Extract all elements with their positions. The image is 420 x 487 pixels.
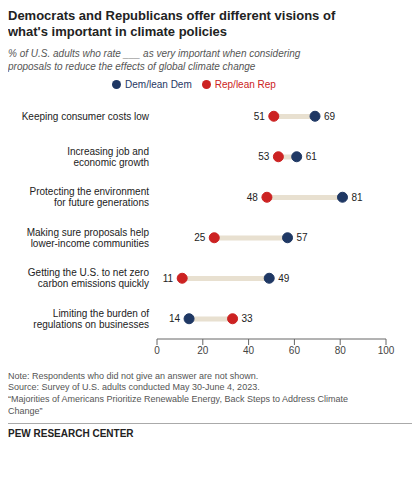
svg-text:60: 60: [289, 345, 301, 356]
svg-text:48: 48: [247, 191, 259, 202]
svg-text:14: 14: [169, 313, 181, 324]
html-text:Rep/lean Rep: Rep/lean Rep: [214, 78, 276, 90]
html-text:“Majorities of Americans Prior: “Majorities of Americans Prioritize Rene…: [8, 393, 348, 404]
svg-text:25: 25: [194, 232, 206, 243]
svg-text:Getting the U.S. to net zeroca: Getting the U.S. to net zerocarbon emiss…: [28, 267, 150, 289]
svg-text:80: 80: [335, 345, 347, 356]
svg-text:0: 0: [154, 345, 160, 356]
svg-text:40: 40: [243, 345, 255, 356]
svg-text:100: 100: [378, 345, 395, 356]
html-text:PEW RESEARCH CENTER: PEW RESEARCH CENTER: [8, 428, 134, 440]
svg-text:51: 51: [254, 110, 266, 121]
svg-text:53: 53: [258, 151, 270, 162]
svg-text:Making sure proposals helplowe: Making sure proposals helplower-income c…: [27, 226, 150, 248]
html-text:Democrats and Republicans offe: Democrats and Republicans offer differen…: [8, 8, 336, 40]
html-text:Note: Respondents who did not: Note: Respondents who did not give an an…: [8, 370, 259, 381]
svg-text:57: 57: [297, 232, 309, 243]
svg-text:49: 49: [278, 272, 290, 283]
svg-text:20: 20: [197, 345, 209, 356]
svg-text:33: 33: [242, 313, 254, 324]
svg-text:Keeping consumer costs low: Keeping consumer costs low: [22, 110, 150, 121]
svg-text:11: 11: [163, 272, 174, 283]
svg-text:Limiting the burden ofregulati: Limiting the burden ofregulations on bus…: [33, 307, 149, 329]
html-text:Source: Survey of U.S. adults: Source: Survey of U.S. adults conducted …: [8, 382, 260, 393]
html-text:Change”: Change”: [8, 405, 43, 416]
svg-text:81: 81: [351, 191, 363, 202]
html-text:% of U.S. adults who rate ___: % of U.S. adults who rate ___ as very im…: [8, 47, 301, 72]
svg-text:Protecting the environmentfor: Protecting the environmentfor future gen…: [29, 186, 149, 208]
html-text:Dem/lean Dem: Dem/lean Dem: [125, 78, 192, 90]
svg-text:Increasing job andeconomic gro: Increasing job andeconomic growth: [67, 145, 149, 167]
svg-text:69: 69: [324, 110, 336, 121]
svg-text:61: 61: [306, 151, 318, 162]
